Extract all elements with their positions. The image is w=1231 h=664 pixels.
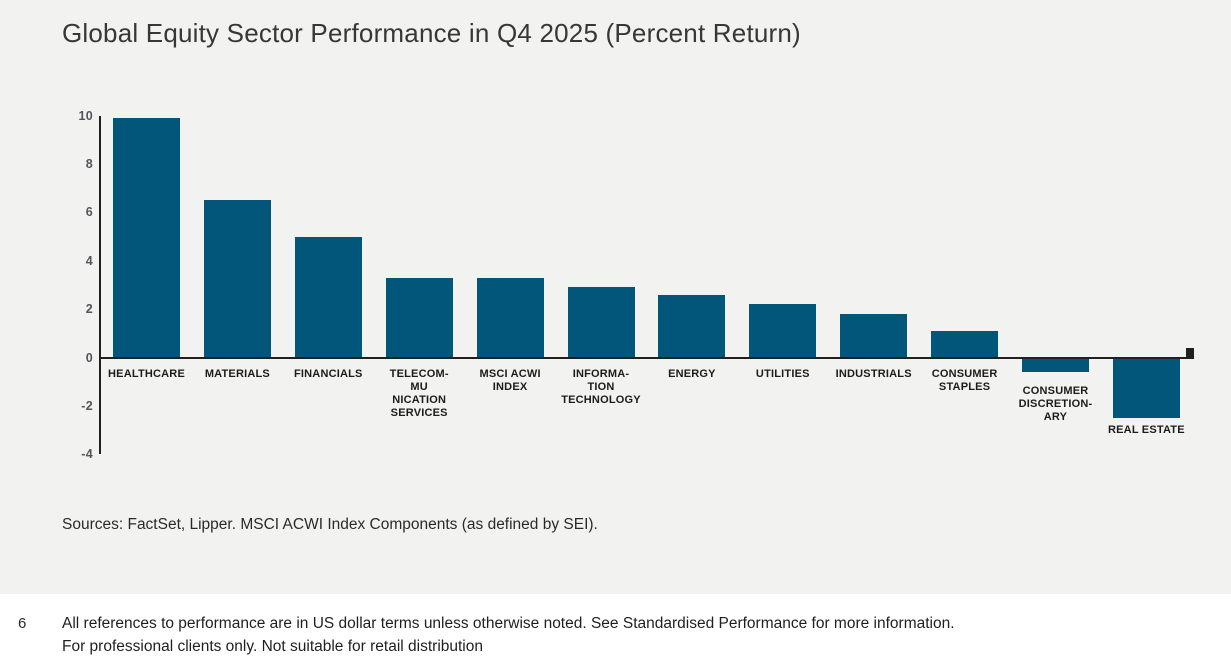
bar-telecommunication-services	[385, 277, 453, 358]
sources-note: Sources: FactSet, Lipper. MSCI ACWI Inde…	[62, 516, 598, 533]
bar-materials	[203, 200, 271, 358]
category-label: MSCI ACWI INDEX	[479, 368, 541, 393]
category-label: REAL ESTATE	[1108, 424, 1185, 436]
category-label: INDUSTRIALS	[835, 368, 912, 380]
bar-utilities	[749, 304, 817, 358]
chart-title: Global Equity Sector Performance in Q4 2…	[62, 18, 801, 48]
bar-consumer-staples	[931, 330, 999, 358]
y-axis-tick-label: 6	[85, 205, 93, 220]
category-label: CONSUMER DISCRETION- ARY	[1018, 385, 1093, 424]
bar-healthcare	[113, 117, 180, 358]
axis-end-marker	[1186, 348, 1194, 358]
bar-msci-acwi-index	[476, 277, 544, 358]
x-axis-zero-line	[100, 356, 1194, 359]
category-label: FINANCIALS	[293, 368, 363, 380]
bar-information-technology	[567, 287, 635, 358]
page-number: 6	[18, 615, 27, 632]
y-axis-tick-label: 8	[85, 156, 93, 171]
bar-energy	[658, 294, 726, 358]
footnote-line-1: All references to performance are in US …	[62, 615, 955, 632]
category-label: CONSUMER STAPLES	[931, 368, 998, 393]
chart-panel: Global Equity Sector Performance in Q4 2…	[0, 0, 1231, 594]
y-axis-tick-label: 2	[85, 302, 93, 317]
category-label: TELECOM- MU NICATION SERVICES	[389, 368, 449, 419]
y-axis-line	[98, 115, 101, 455]
y-axis-tick-label: 10	[78, 108, 93, 123]
bar-real-estate	[1112, 357, 1180, 418]
category-label: ENERGY	[668, 368, 716, 380]
footnote: All references to performance are in US …	[62, 612, 955, 658]
page-footer: 6 All references to performance are in U…	[0, 594, 1231, 664]
footnote-line-2: For professional clients only. Not suita…	[62, 638, 483, 655]
y-axis-tick-label: 4	[85, 253, 93, 268]
y-axis-tick-label: -4	[81, 447, 93, 462]
bar-chart: 10 8 6 4 2 0 -2 -4 HEALTHCARE MATERIALS FINANCIALS…	[78, 108, 1194, 462]
category-label: INFORMA- TION TECHNOLOGY	[561, 368, 641, 406]
category-label: MATERIALS	[204, 368, 270, 380]
category-label: UTILITIES	[755, 368, 810, 380]
bar-financials	[294, 236, 362, 358]
y-axis-tick-label: 0	[85, 350, 93, 365]
category-label: HEALTHCARE	[108, 368, 185, 380]
y-axis-tick-label: -2	[81, 398, 93, 413]
bar-industrials	[840, 313, 908, 358]
bar-consumer-discretionary	[1022, 357, 1089, 373]
